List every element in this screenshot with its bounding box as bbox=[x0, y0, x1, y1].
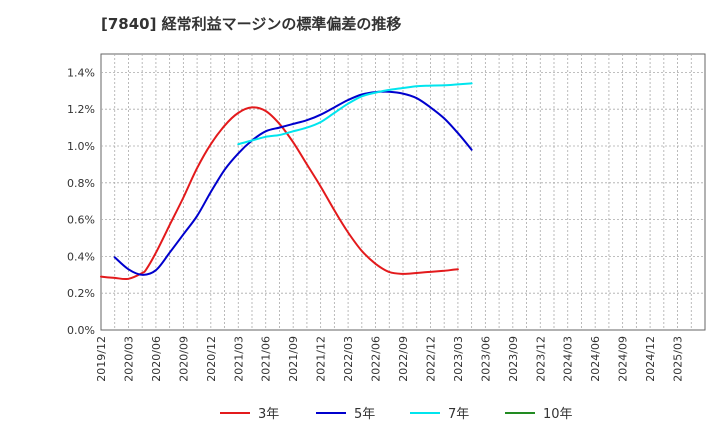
legend-label-3年: 3年 bbox=[258, 407, 279, 422]
x-tick-label: 2023/03 bbox=[452, 336, 465, 382]
y-tick-label: 0.4% bbox=[67, 250, 95, 263]
x-tick-label: 2020/03 bbox=[122, 336, 135, 382]
x-tick-label: 2024/09 bbox=[617, 336, 630, 382]
y-tick-label: 1.2% bbox=[67, 103, 95, 116]
y-tick-label: 0.2% bbox=[67, 287, 95, 300]
x-tick-label: 2021/12 bbox=[315, 336, 328, 382]
series-lines bbox=[100, 82, 473, 281]
x-tick-label: 2022/09 bbox=[397, 336, 410, 382]
y-axis-ticks: 0.0% 0.2% 0.4% 0.6% 0.8% 1.0% 1.2% 1.4% bbox=[67, 66, 95, 337]
x-tick-label: 2022/03 bbox=[342, 336, 355, 382]
y-tick-label: 1.0% bbox=[67, 140, 95, 153]
series-line-7年 bbox=[237, 82, 473, 146]
y-tick-label: 1.4% bbox=[67, 66, 95, 79]
x-tick-label: 2020/06 bbox=[150, 336, 163, 382]
x-tick-label: 2023/06 bbox=[479, 336, 492, 382]
x-tick-label: 2023/12 bbox=[534, 336, 547, 382]
x-tick-label: 2022/12 bbox=[424, 336, 437, 382]
x-tick-label: 2021/06 bbox=[260, 336, 273, 382]
x-tick-label: 2021/09 bbox=[287, 336, 300, 382]
series-line-5年 bbox=[113, 90, 473, 276]
x-tick-label: 2023/09 bbox=[507, 336, 520, 382]
y-tick-label: 0.6% bbox=[67, 214, 95, 227]
x-tick-label: 2020/09 bbox=[177, 336, 190, 382]
x-tick-label: 2021/03 bbox=[232, 336, 245, 382]
x-axis-ticks: 2019/12 2020/03 2020/06 2020/09 2020/12 2021/… bbox=[95, 336, 685, 382]
x-tick-label: 2020/12 bbox=[205, 336, 218, 382]
x-tick-label: 2024/03 bbox=[562, 336, 575, 382]
legend-label-5年: 5年 bbox=[354, 407, 375, 422]
x-tick-label: 2024/12 bbox=[644, 336, 657, 382]
x-tick-label: 2022/06 bbox=[370, 336, 383, 382]
x-tick-label: 2024/06 bbox=[589, 336, 602, 382]
series-line-3年 bbox=[100, 106, 459, 281]
x-tick-label: 2025/03 bbox=[672, 336, 685, 382]
y-tick-label: 0.8% bbox=[67, 177, 95, 190]
legend: 3年 5年 7年 10年 bbox=[220, 407, 573, 422]
grid-lines bbox=[101, 54, 705, 330]
legend-label-10年: 10年 bbox=[543, 407, 573, 422]
legend-label-7年: 7年 bbox=[448, 407, 469, 422]
x-tick-label: 2019/12 bbox=[95, 336, 108, 382]
y-tick-label: 0.0% bbox=[67, 324, 95, 337]
chart-title: [7840] 経常利益マージンの標準偏差の推移 bbox=[101, 15, 401, 33]
